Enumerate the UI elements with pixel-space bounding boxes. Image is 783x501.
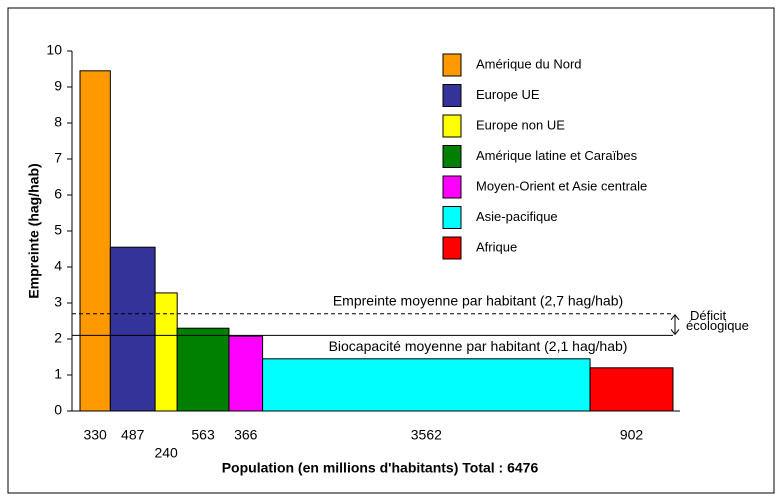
reference-label: Empreinte moyenne par habitant (2,7 hag/… xyxy=(333,293,623,309)
x-bar-width-label: 3562 xyxy=(411,427,442,443)
reference-label: Biocapacité moyenne par habitant (2,1 ha… xyxy=(329,338,628,354)
x-bar-width-label: 330 xyxy=(83,427,107,443)
arrow-head xyxy=(670,313,680,336)
y-tick-label: 7 xyxy=(54,150,62,166)
legend-label: Asie-pacifique xyxy=(476,209,558,224)
x-bar-width-label: 366 xyxy=(234,427,258,443)
bar xyxy=(176,327,230,412)
y-tick-label: 3 xyxy=(54,294,62,310)
y-tick-label: 9 xyxy=(54,78,62,94)
bar xyxy=(79,70,111,412)
y-tick-label: 1 xyxy=(54,366,62,382)
y-tick-label: 4 xyxy=(54,258,62,274)
x-bar-width-label: 487 xyxy=(121,427,145,443)
y-tick-label: 10 xyxy=(46,42,62,58)
bar xyxy=(228,335,264,412)
annotation: écologique xyxy=(686,318,749,333)
legend-label: Moyen-Orient et Asie centrale xyxy=(476,178,647,193)
x-axis-label: Population (en millions d'habitants) Tot… xyxy=(222,460,539,476)
legend-swatch xyxy=(442,145,462,168)
y-tick-label: 0 xyxy=(54,402,62,418)
bar xyxy=(262,358,591,412)
x-bar-width-label: 240 xyxy=(154,445,178,461)
y-tick-label: 5 xyxy=(54,222,62,238)
y-axis-label: Empreinte (hag/hab) xyxy=(26,163,42,298)
legend-swatch xyxy=(442,53,462,77)
y-tick-label: 2 xyxy=(54,330,62,346)
y-tick-label: 6 xyxy=(54,186,62,202)
legend-swatch xyxy=(442,84,462,107)
legend-label: Amérique du Nord xyxy=(476,56,582,71)
bar xyxy=(589,367,674,412)
legend-swatch xyxy=(442,206,462,229)
x-bar-width-label: 563 xyxy=(191,427,215,443)
legend-swatch xyxy=(442,236,462,260)
x-bar-width-label: 902 xyxy=(620,427,644,443)
annotation: Déficit xyxy=(690,308,727,323)
bar xyxy=(154,292,178,412)
legend-label: Afrique xyxy=(476,239,517,254)
legend-swatch xyxy=(442,114,462,138)
legend-label: Europe non UE xyxy=(476,117,565,132)
legend-label: Amérique latine et Caraïbes xyxy=(476,148,638,163)
legend-label: Europe UE xyxy=(476,87,540,102)
bar xyxy=(109,246,156,412)
legend-swatch xyxy=(442,175,462,199)
y-tick-label: 8 xyxy=(54,114,62,130)
